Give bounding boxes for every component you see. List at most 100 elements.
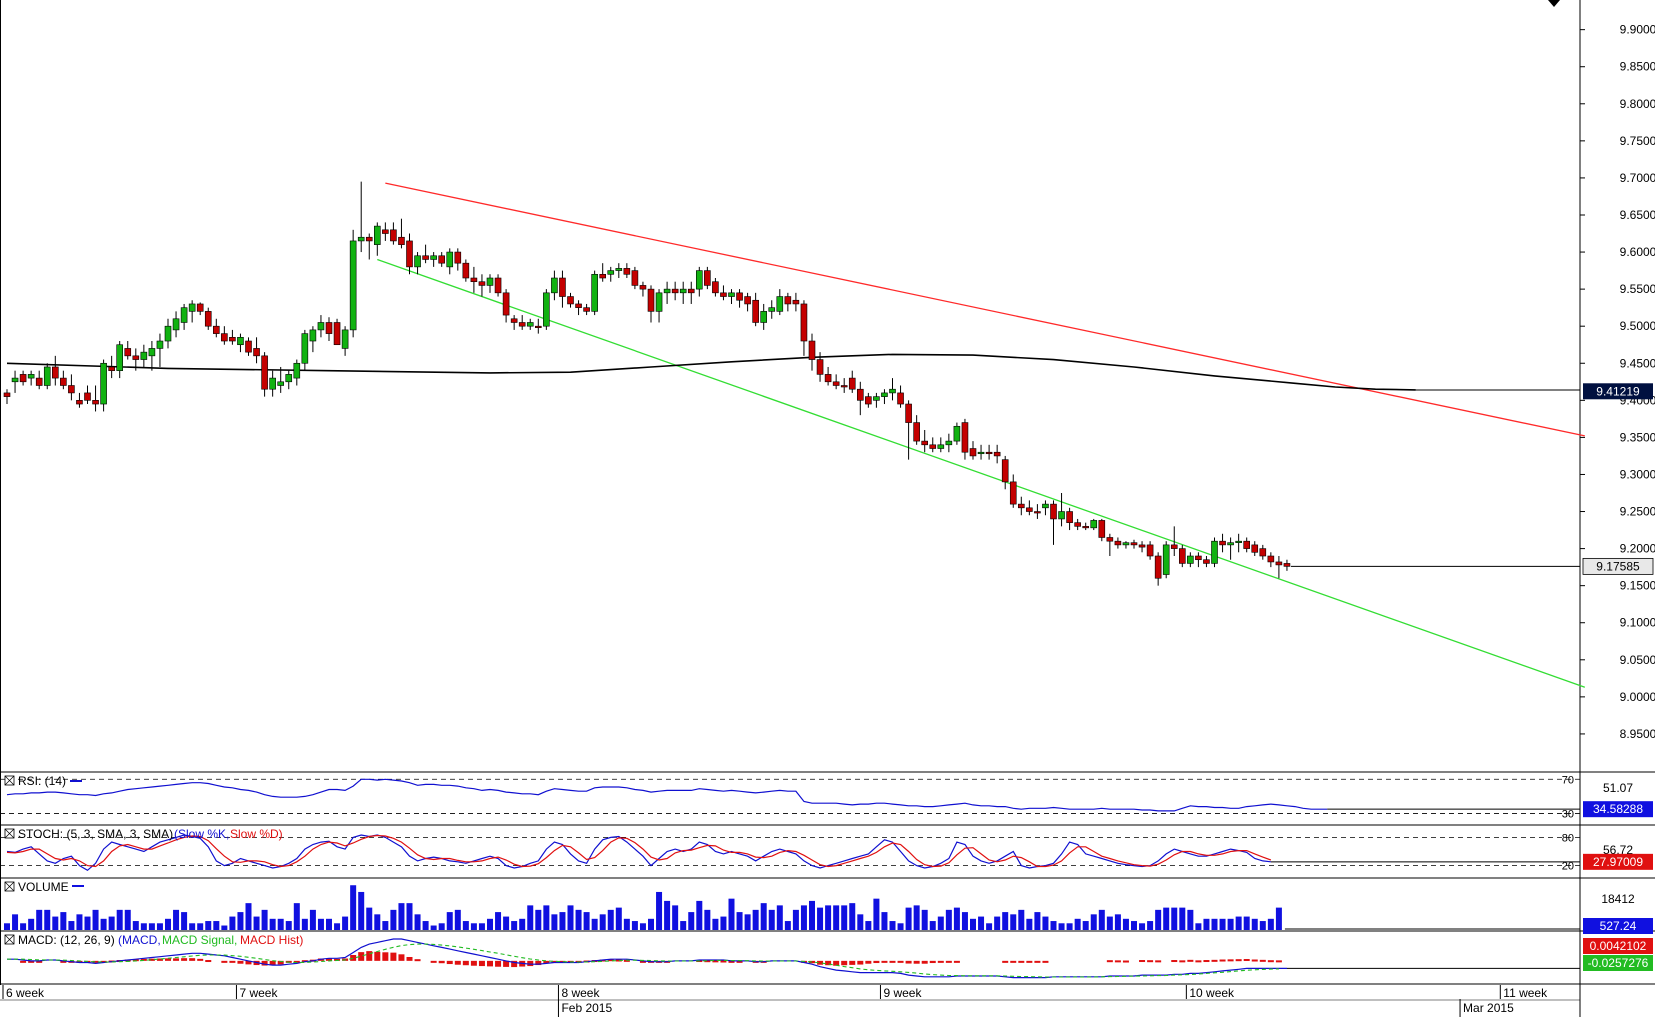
candle-body: [180, 307, 188, 323]
macd-hist-bar: [261, 960, 268, 966]
volume-bar: [181, 912, 188, 930]
candle-body: [285, 374, 293, 383]
volume-bar: [438, 923, 445, 930]
macd-hist-bar: [1026, 960, 1033, 963]
macd-hist-bar: [221, 960, 228, 963]
week-label: 7 week: [239, 986, 278, 1000]
candle-body: [728, 292, 735, 297]
volume-bar: [317, 918, 324, 930]
candle-body: [1001, 459, 1009, 483]
volume-bar: [857, 914, 864, 930]
volume-bar: [1259, 921, 1266, 930]
candle-body: [422, 255, 429, 260]
candle-body: [526, 322, 534, 327]
volume-bar: [454, 909, 461, 930]
macd-hist-bar: [374, 951, 381, 961]
volume-bar: [1026, 918, 1033, 930]
macd-hist-bar: [1203, 960, 1210, 963]
volume-bar: [551, 914, 558, 930]
price-tick-label: 9.8000: [1620, 97, 1655, 111]
volume-bar: [165, 918, 171, 930]
volume-bar: [535, 909, 542, 930]
volume-bar: [688, 912, 695, 930]
rsi-current-label-box: [1583, 801, 1653, 818]
macd-hist-bar: [132, 959, 139, 962]
candle-body: [623, 268, 631, 275]
candle-body: [929, 444, 937, 449]
volume-bar: [1219, 918, 1226, 930]
macd-hist-bar: [60, 960, 67, 963]
macd-hist-bar: [446, 960, 453, 965]
macd-hist-bar: [607, 959, 614, 962]
candle-body: [655, 292, 663, 312]
volume-bar: [205, 921, 212, 930]
stoch-title: STOCH: (5, 3, SMA, 3, SMA): [18, 827, 173, 841]
volume-bar: [881, 912, 888, 930]
volume-bar: [414, 914, 421, 930]
volume-bar: [229, 916, 236, 930]
macd-hist-bar: [430, 960, 437, 963]
candle-body: [1114, 540, 1122, 546]
candle-body: [478, 281, 486, 286]
price-tick-label: 9.6500: [1620, 208, 1655, 222]
candle-body: [543, 292, 550, 327]
volume-bar: [672, 905, 679, 930]
candle-body: [213, 325, 220, 334]
candle-body: [905, 403, 912, 423]
macd-hist-bar: [905, 960, 912, 964]
macd-hist-bar: [1114, 960, 1121, 963]
candle-body: [430, 255, 437, 260]
volume-bar: [1147, 921, 1154, 930]
candle-body: [92, 400, 99, 405]
resistance-trendline: [385, 182, 1585, 437]
volume-bar: [1243, 916, 1250, 930]
candle-body: [607, 270, 615, 275]
candle-body: [816, 359, 824, 375]
week-label: 6 week: [6, 986, 45, 1000]
stoch-current-label-box: [1583, 853, 1653, 870]
volume-bar: [1074, 918, 1081, 930]
price-tick-label: 9.1500: [1620, 579, 1655, 593]
volume-bar: [792, 909, 799, 930]
candle-body: [76, 400, 83, 405]
candle-body: [865, 396, 872, 405]
candle-body: [559, 277, 566, 297]
volume-bar: [374, 914, 381, 930]
candle-body: [1146, 544, 1154, 557]
macd-hist-bar: [382, 952, 389, 961]
candle-body: [1090, 520, 1098, 529]
volume-bar: [261, 909, 268, 930]
week-label: 9 week: [883, 986, 922, 1000]
macd-hist-bar: [921, 960, 928, 964]
macd-hist-bar: [366, 951, 373, 961]
candle-body: [164, 325, 172, 342]
candle-body: [470, 277, 478, 283]
price-tick-label: 9.3500: [1620, 430, 1655, 444]
macd-hist-bar: [390, 952, 397, 961]
candle-body: [349, 240, 357, 331]
macd-hist-bar: [817, 960, 824, 965]
volume-bar: [470, 923, 477, 930]
volume-bar: [680, 921, 687, 930]
volume-bar: [422, 921, 429, 930]
macd-hist-bar: [1034, 960, 1041, 963]
volume-bar: [140, 923, 147, 930]
volume-bar: [1034, 912, 1041, 930]
volume-bar: [1155, 909, 1162, 930]
candle-body: [953, 425, 961, 442]
volume-bar: [704, 909, 711, 930]
volume-bar: [124, 909, 131, 930]
candle-body: [325, 322, 333, 334]
macd-hist-bar: [728, 960, 735, 963]
volume-bar: [945, 909, 952, 930]
candle-body: [1283, 563, 1291, 567]
week-label: 10 week: [1189, 986, 1235, 1000]
macd-hist-bar: [438, 960, 445, 964]
volume-bar: [937, 916, 944, 930]
macd-hist-bar: [615, 959, 622, 962]
rsi-title: RSI: (14): [18, 774, 66, 788]
volume-bar: [1211, 918, 1218, 930]
candle-body: [1267, 555, 1275, 563]
volume-bar: [197, 923, 204, 930]
macd-hist-bar: [156, 958, 163, 961]
